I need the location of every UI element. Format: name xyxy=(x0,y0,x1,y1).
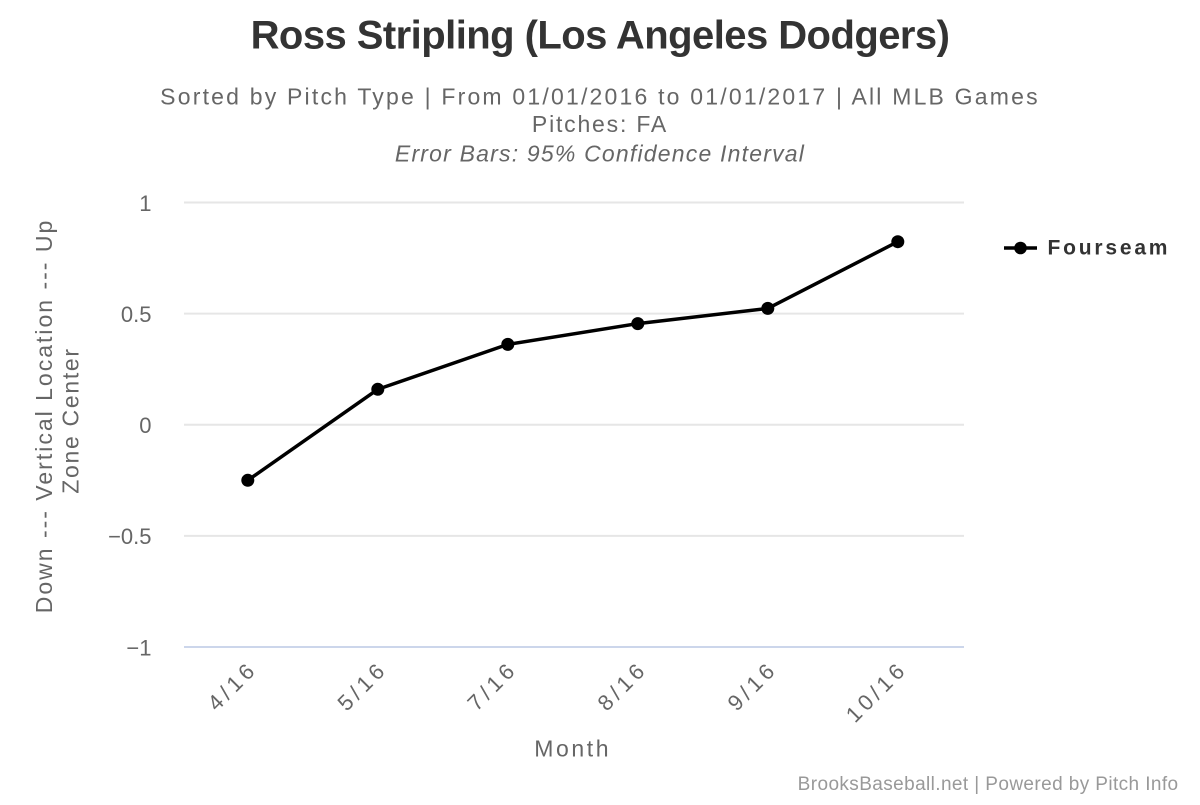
svg-text:Sorted by Pitch Type | From 01: Sorted by Pitch Type | From 01/01/2016 t… xyxy=(160,84,1040,110)
svg-text:Zone Center: Zone Center xyxy=(58,347,84,494)
svg-text:Ross Stripling (Los Angeles Do: Ross Stripling (Los Angeles Dodgers) xyxy=(251,14,950,58)
svg-text:0: 0 xyxy=(139,413,151,438)
svg-text:Fourseam: Fourseam xyxy=(1048,237,1171,260)
svg-text:1: 1 xyxy=(139,191,151,216)
svg-text:−0.5: −0.5 xyxy=(108,524,151,549)
svg-text:−1: −1 xyxy=(126,635,151,660)
svg-text:Month: Month xyxy=(534,736,611,762)
svg-text:Error Bars: 95% Confidence Int: Error Bars: 95% Confidence Interval xyxy=(395,141,805,167)
svg-text:BrooksBaseball.net | Powered b: BrooksBaseball.net | Powered by Pitch In… xyxy=(798,774,1179,795)
svg-text:0.5: 0.5 xyxy=(121,302,152,327)
svg-text:Pitches: FA: Pitches: FA xyxy=(532,111,668,137)
svg-text:Down --- Vertical Location ---: Down --- Vertical Location --- Up xyxy=(31,219,57,614)
